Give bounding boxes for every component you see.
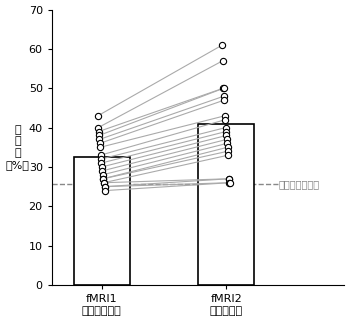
Bar <box>198 124 254 285</box>
Bar <box>74 157 130 285</box>
Text: チャンスレベル: チャンスレベル <box>279 179 320 189</box>
Y-axis label: 正
答
率
（%）: 正 答 率 （%） <box>6 125 29 170</box>
